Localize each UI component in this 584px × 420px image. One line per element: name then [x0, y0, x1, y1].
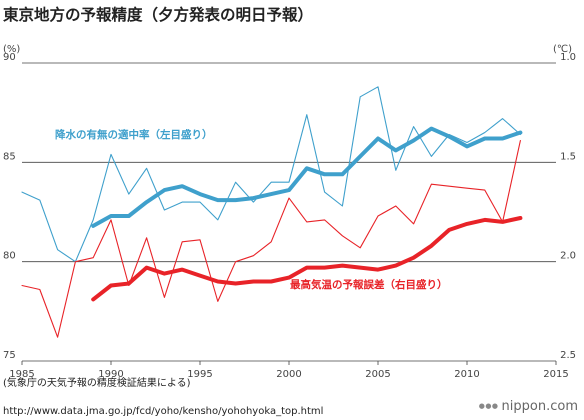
left-tick-label-3: 90	[3, 52, 16, 63]
chart-title: 東京地方の予報精度（夕方発表の明日予報）	[3, 6, 314, 24]
x-tick-label-6: 2015	[543, 369, 568, 380]
right-tick-label-3: 2.5	[560, 350, 576, 361]
x-tick-label-1: 1990	[98, 369, 123, 380]
right-axis-unit: (℃)	[553, 44, 572, 55]
precipitation-moving-average-line	[91, 126, 523, 228]
source-url[interactable]: http://www.data.jma.go.jp/fcd/yoho/kensh…	[3, 406, 324, 417]
brand-logo: ●●● nippon.com	[479, 399, 578, 414]
brand-dots-icon: ●●●	[478, 402, 499, 410]
precipitation-annual-line	[21, 86, 521, 263]
temperature-series-label: 最高気温の予報誤差（右目盛り）	[290, 278, 448, 291]
left-tick-label-0: 75	[3, 350, 16, 361]
grid-layer	[22, 62, 556, 362]
axis-layer: (%) (℃) 75 80 85 90 1.0 1.5 2.0 2.5 1985 1990 1995…	[3, 44, 576, 380]
source-note: (気象庁の天気予報の精度検証結果による)	[3, 378, 191, 389]
left-tick-label-1: 80	[3, 251, 16, 262]
right-tick-label-0: 1.0	[560, 52, 576, 63]
x-tick-label-4: 2005	[365, 369, 390, 380]
right-tick-label-2: 2.0	[560, 251, 576, 262]
right-tick-label-1: 1.5	[560, 151, 576, 162]
x-tick-label-5: 2010	[454, 369, 479, 380]
left-axis-unit: (%)	[3, 44, 20, 55]
temperature-annual-line	[21, 139, 521, 338]
x-tick-label-0: 1985	[9, 369, 34, 380]
series-layer	[21, 86, 523, 338]
temperature-moving-average-line	[91, 216, 523, 302]
x-tick-label-2: 1995	[187, 369, 212, 380]
left-tick-label-2: 85	[3, 151, 16, 162]
precipitation-series-label: 降水の有無の適中率（左目盛り）	[55, 128, 213, 141]
label-layer: 降水の有無の適中率（左目盛り） 最高気温の予報誤差（右目盛り）	[55, 128, 448, 291]
forecast-accuracy-chart: (%) (℃) 75 80 85 90 1.0 1.5 2.0 2.5 1985 1990 1995…	[3, 44, 576, 380]
x-tick-label-3: 2000	[276, 369, 301, 380]
brand-name: nippon.com	[501, 399, 578, 414]
